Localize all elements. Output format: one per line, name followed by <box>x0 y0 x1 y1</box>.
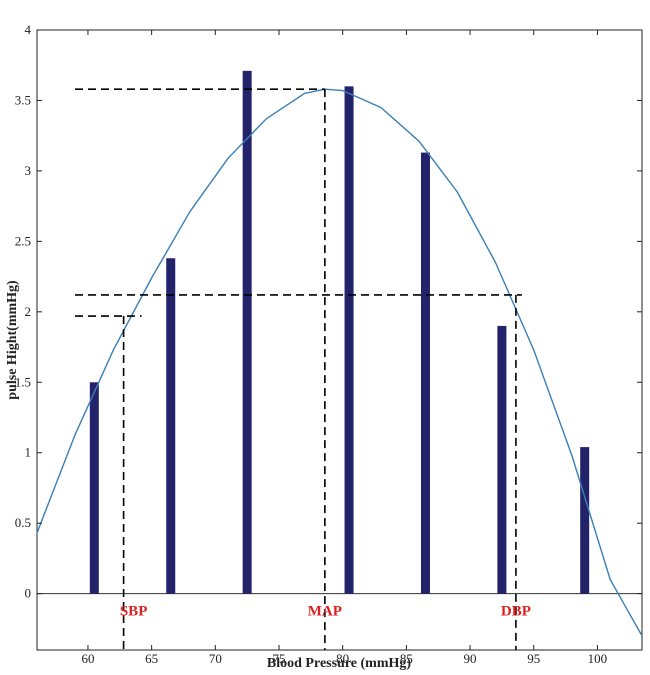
y-tick-label: 1 <box>25 445 32 460</box>
x-tick-label: 100 <box>588 651 608 666</box>
annotation-map: MAP <box>308 604 342 620</box>
y-tick-label: 0 <box>25 586 32 601</box>
bar <box>344 86 354 594</box>
x-tick-label: 95 <box>527 651 540 666</box>
plot-area <box>36 29 643 651</box>
bar <box>89 382 99 594</box>
bar <box>497 325 507 594</box>
annotation-dbp: DBP <box>501 604 531 620</box>
x-axis-title: Blood Pressure (mmHg) <box>267 656 411 671</box>
x-tick-label: 70 <box>209 651 222 666</box>
bar <box>580 447 590 594</box>
bar <box>166 258 176 594</box>
x-tick-label: 80 <box>336 651 349 666</box>
y-tick-label: 3.5 <box>15 92 31 107</box>
x-tick-label: 90 <box>464 651 477 666</box>
y-tick-label: 1.5 <box>15 374 31 389</box>
y-axis-title: pulse Hight(mmHg) <box>5 280 20 400</box>
fitted-curve <box>36 88 643 637</box>
x-tick-label: 65 <box>145 651 158 666</box>
x-tick-label: 85 <box>400 651 413 666</box>
y-tick-label: 2.5 <box>15 233 31 248</box>
bar <box>242 70 252 594</box>
y-tick-label: 0.5 <box>15 515 31 530</box>
bar <box>420 152 430 594</box>
y-tick-label: 2 <box>25 304 32 319</box>
annotation-sbp: SBP <box>120 604 148 620</box>
y-tick-label: 3 <box>25 163 32 178</box>
x-tick-label: 75 <box>273 651 286 666</box>
x-tick-label: 60 <box>81 651 94 666</box>
y-tick-label: 4 <box>25 22 32 37</box>
